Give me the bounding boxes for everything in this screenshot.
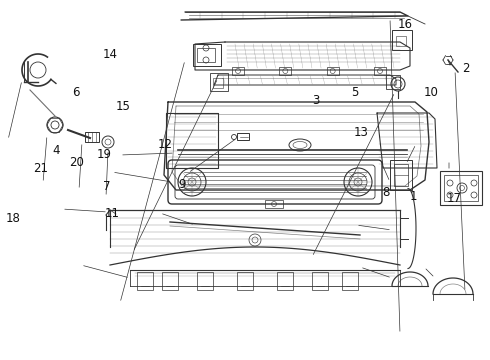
Bar xyxy=(137,272,153,290)
Text: 11: 11 xyxy=(105,207,120,220)
Text: 2: 2 xyxy=(462,62,469,75)
Bar xyxy=(440,171,482,205)
Text: 13: 13 xyxy=(354,126,369,139)
Bar xyxy=(312,272,328,290)
Text: 9: 9 xyxy=(178,177,186,190)
Bar xyxy=(237,133,249,140)
Bar xyxy=(210,73,228,91)
Text: 19: 19 xyxy=(97,148,112,161)
Bar xyxy=(342,272,358,290)
Bar xyxy=(396,36,406,46)
Bar xyxy=(374,67,386,75)
Bar xyxy=(279,67,292,75)
Bar xyxy=(197,48,215,62)
Bar xyxy=(162,272,178,290)
Text: 7: 7 xyxy=(102,180,110,193)
Text: 8: 8 xyxy=(382,186,390,199)
Text: 16: 16 xyxy=(398,18,413,31)
Bar xyxy=(392,30,412,50)
Text: 15: 15 xyxy=(116,100,131,113)
Text: 20: 20 xyxy=(70,156,84,169)
Bar xyxy=(444,175,478,201)
Text: 17: 17 xyxy=(447,192,462,204)
Text: 1: 1 xyxy=(410,189,417,202)
Bar xyxy=(197,272,213,290)
Text: 14: 14 xyxy=(103,49,118,62)
Bar xyxy=(386,75,400,89)
Text: 4: 4 xyxy=(52,144,60,158)
Text: 12: 12 xyxy=(158,139,173,152)
Bar xyxy=(193,44,221,66)
Bar xyxy=(327,67,339,75)
Text: 6: 6 xyxy=(73,86,80,99)
Bar xyxy=(265,200,283,208)
Text: 21: 21 xyxy=(33,162,49,175)
Bar xyxy=(390,160,412,190)
Text: 10: 10 xyxy=(424,85,439,99)
Bar xyxy=(394,164,408,186)
Bar xyxy=(85,132,99,142)
Text: 5: 5 xyxy=(351,85,358,99)
Text: 3: 3 xyxy=(312,94,319,107)
Bar xyxy=(237,272,253,290)
Text: 18: 18 xyxy=(6,211,21,225)
Bar xyxy=(213,78,223,88)
Bar xyxy=(232,67,244,75)
Bar xyxy=(277,272,293,290)
